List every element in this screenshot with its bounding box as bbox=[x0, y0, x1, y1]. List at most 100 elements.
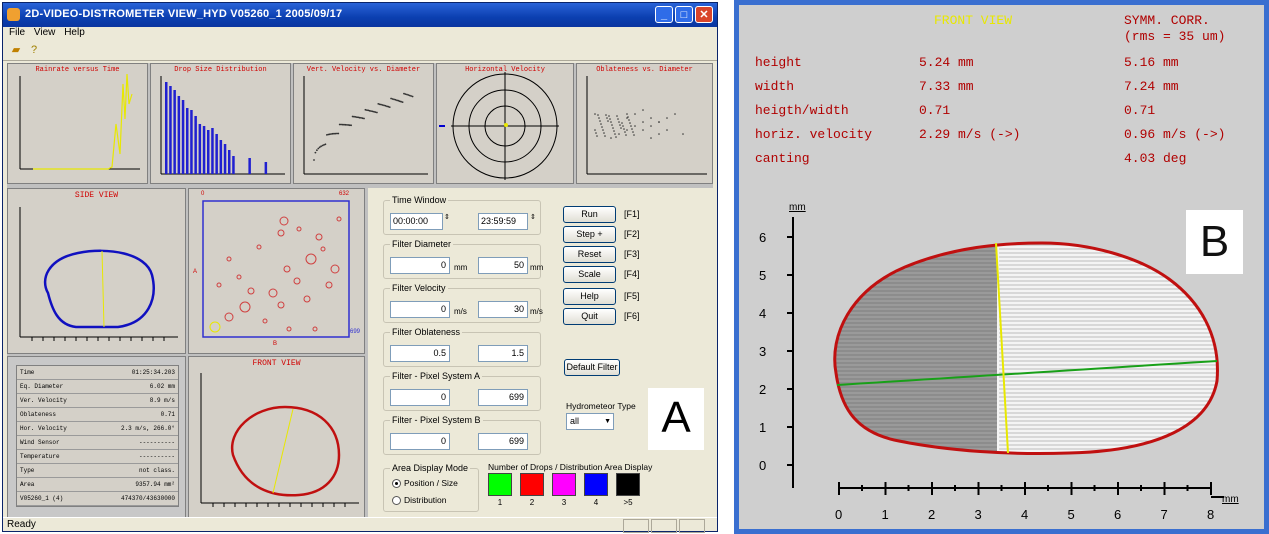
hydrometeor-type-select[interactable]: all ▼ bbox=[566, 413, 614, 430]
menu-view[interactable]: View bbox=[33, 27, 56, 38]
oblateness-point bbox=[614, 133, 616, 135]
quit-button[interactable]: Quit bbox=[563, 308, 616, 325]
oblateness-min-input[interactable]: 0.5 bbox=[390, 345, 450, 362]
pixel-a-min-input[interactable]: 0 bbox=[390, 389, 450, 406]
velocity-point bbox=[316, 149, 318, 152]
velocity-point bbox=[393, 98, 395, 101]
y-unit-label: mm bbox=[789, 202, 806, 213]
oblateness-point bbox=[666, 129, 668, 131]
menu-file[interactable]: File bbox=[9, 27, 26, 38]
distribution-radio[interactable] bbox=[392, 496, 401, 505]
drop-marker bbox=[256, 244, 262, 250]
close-button[interactable]: ✕ bbox=[695, 6, 713, 23]
velocity-point bbox=[407, 94, 410, 96]
position-size-radio[interactable] bbox=[392, 479, 401, 488]
table-row: Ver. Velocity 8.9 m/s bbox=[17, 394, 178, 408]
velocity-point bbox=[404, 93, 407, 95]
drops-4-swatch[interactable] bbox=[584, 473, 608, 496]
velocity-max-input[interactable]: 30 bbox=[478, 301, 528, 318]
velocity-min-input[interactable]: 0 bbox=[390, 301, 450, 318]
velocity-point bbox=[370, 110, 372, 112]
reset-key: [F3] bbox=[624, 249, 640, 259]
minimize-button[interactable]: _ bbox=[655, 6, 673, 23]
oblateness-max-input[interactable]: 1.5 bbox=[478, 345, 528, 362]
oblateness-point bbox=[658, 133, 660, 135]
x-tick-label: 6 bbox=[1114, 507, 1121, 522]
drops-2-swatch[interactable] bbox=[520, 473, 544, 496]
title-bar[interactable]: 2D-VIDEO-DISTROMETER VIEW_HYD V05260_1 2… bbox=[3, 3, 717, 27]
drop-marker bbox=[320, 246, 326, 252]
table-cell-value: ---------- bbox=[138, 439, 175, 446]
horiz-velocity-corr-value: 0.96 m/s (->) bbox=[1124, 127, 1226, 142]
menu-help[interactable]: Help bbox=[64, 27, 85, 38]
oblateness-point bbox=[633, 134, 635, 136]
velocity-point bbox=[386, 105, 388, 108]
diameter-min-input[interactable]: 0 bbox=[390, 257, 450, 274]
oblateness-point bbox=[666, 117, 668, 119]
pixel-b-min-input[interactable]: 0 bbox=[390, 433, 450, 450]
table-row: Area 9357.94 mm² bbox=[17, 478, 178, 492]
time-start-spinner[interactable]: ⇕ bbox=[444, 214, 450, 221]
run-button[interactable]: Run bbox=[563, 206, 616, 223]
drop-marker bbox=[312, 326, 318, 332]
velocity-title: Vert. Velocity vs. Diameter bbox=[306, 66, 421, 74]
run-key: [F1] bbox=[624, 209, 640, 219]
filter-diameter-label: Filter Diameter bbox=[390, 239, 454, 249]
x-tick-label: 4 bbox=[1021, 507, 1028, 522]
velocity-point bbox=[350, 124, 352, 127]
drops-1-swatch[interactable] bbox=[488, 473, 512, 496]
table-cell-value: not class. bbox=[138, 467, 175, 474]
dsd-bar bbox=[223, 144, 227, 174]
oblateness-point bbox=[617, 118, 619, 120]
velocity-point bbox=[360, 117, 362, 119]
oblateness-point bbox=[611, 124, 613, 126]
drops-3-swatch[interactable] bbox=[552, 473, 576, 496]
velocity-point bbox=[327, 133, 330, 136]
help-question-icon[interactable]: ? bbox=[30, 44, 38, 56]
time-start-input[interactable]: 00:00:00 bbox=[390, 213, 443, 230]
time-end-spinner[interactable]: ⇕ bbox=[530, 214, 536, 221]
oblateness-point bbox=[625, 134, 627, 136]
default-filter-button[interactable]: Default Filter bbox=[564, 359, 620, 376]
drops-3-label: 3 bbox=[561, 498, 567, 507]
velocity-point bbox=[356, 116, 358, 119]
oblateness-point bbox=[642, 109, 644, 111]
velocity-point bbox=[318, 146, 321, 149]
dsd-bar bbox=[211, 128, 214, 174]
open-folder-icon[interactable]: ▰ bbox=[11, 44, 21, 56]
scale-key: [F4] bbox=[624, 269, 640, 279]
velocity-point bbox=[338, 123, 341, 126]
velocity-point bbox=[348, 124, 351, 127]
time-end-input[interactable]: 23:59:59 bbox=[478, 213, 528, 230]
maximize-button[interactable]: □ bbox=[675, 6, 693, 23]
oblateness-plot: Oblateness vs. Diameter bbox=[576, 63, 713, 184]
drop-marker bbox=[279, 216, 289, 226]
velocity-point bbox=[340, 123, 342, 126]
dsd-bar bbox=[169, 86, 172, 174]
velocity-point bbox=[408, 94, 411, 97]
reset-button[interactable]: Reset bbox=[563, 246, 616, 263]
help-button[interactable]: Help bbox=[563, 288, 616, 305]
drops-5-swatch[interactable] bbox=[616, 473, 640, 496]
velocity-point bbox=[391, 98, 394, 100]
diameter-max-input[interactable]: 50 bbox=[478, 257, 528, 274]
oblateness-point bbox=[630, 125, 632, 127]
oblateness-point bbox=[634, 125, 636, 127]
drop-marker bbox=[330, 264, 340, 274]
position-size-panel: 0 632 B A 699 bbox=[188, 188, 365, 354]
drop-marker bbox=[296, 226, 302, 232]
oblateness-point bbox=[606, 117, 608, 119]
dsd-graph bbox=[160, 76, 285, 175]
area-display-mode-label: Area Display Mode bbox=[390, 463, 471, 473]
pixel-b-max-input[interactable]: 699 bbox=[478, 433, 528, 450]
x-tick-label: 7 bbox=[1161, 507, 1168, 522]
scale-button[interactable]: Scale bbox=[563, 266, 616, 283]
velocity-point bbox=[341, 123, 344, 126]
pixel-a-max-input[interactable]: 699 bbox=[478, 389, 528, 406]
velocity-point bbox=[400, 100, 402, 103]
y-tick-label: 2 bbox=[759, 382, 766, 397]
front-view-drop-graph: 0 1 2 3 4 5 6 0 1 2 3 4 5 6 7 8 bbox=[759, 217, 1224, 522]
step-button[interactable]: Step + bbox=[563, 226, 616, 243]
velocity-point bbox=[343, 123, 345, 126]
velocity-point bbox=[394, 98, 397, 101]
